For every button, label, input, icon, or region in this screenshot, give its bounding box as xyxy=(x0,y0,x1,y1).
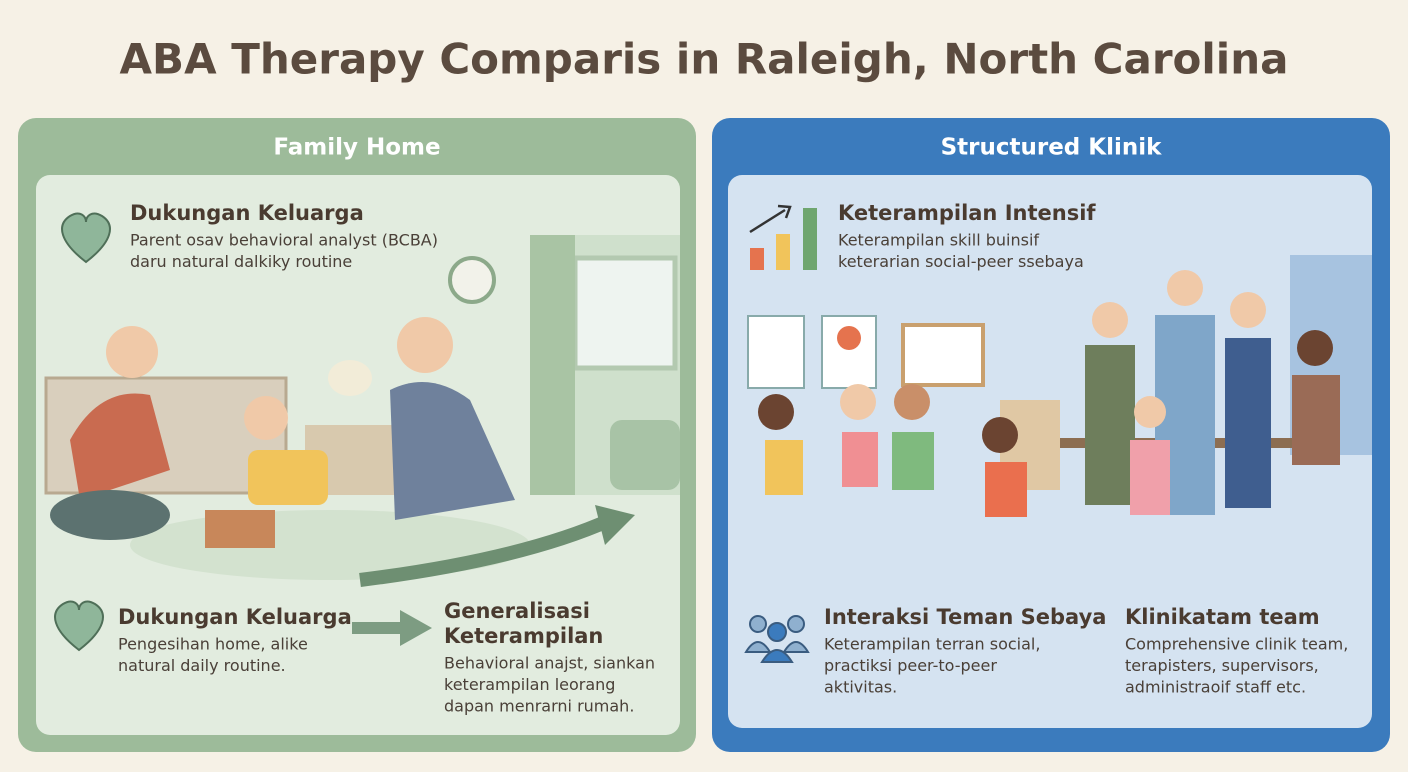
items: Dukungan Keluarga Parent osav behavioral … xyxy=(118,201,1348,716)
item-title: Interaksi Teman Sebaya xyxy=(824,605,1106,629)
item-title: Dukungan Keluarga xyxy=(130,201,364,225)
item-text: Parent osav behavioral analyst (BCBA) xyxy=(130,231,438,250)
item-text: terapisters, supervisors, xyxy=(1125,656,1319,675)
chart-icon xyxy=(749,204,817,270)
item-text: Comprehensive clinik team, xyxy=(1125,635,1348,654)
people-icon xyxy=(744,615,810,663)
item-title: Generalisasi xyxy=(444,599,590,623)
title: ABA Therapy Comparis in Raleigh, North C… xyxy=(120,35,1289,84)
item-text: keterarian social-peer ssebaya xyxy=(838,252,1084,271)
item-text: administraoif staff etc. xyxy=(1125,678,1306,697)
item-text: Pengesihan home, alike xyxy=(118,635,308,654)
arrow xyxy=(352,610,432,646)
item-text: keterampilan leorang xyxy=(444,675,615,694)
item-title: Dukungan Keluarga xyxy=(118,605,352,629)
item-text: daru natural dalkiky routine xyxy=(130,252,352,271)
heart-icon xyxy=(54,600,104,652)
item-text: Keterampilan terran social, xyxy=(824,635,1040,654)
heart-icon xyxy=(61,212,111,264)
item-text: practiksi peer-to-peer xyxy=(824,656,997,675)
panel-title: Family Home xyxy=(273,135,440,161)
item-title: Keterampilan xyxy=(444,624,603,648)
home-illustration xyxy=(44,235,680,587)
item-text: aktivitas. xyxy=(824,678,897,697)
clinic-illustration xyxy=(747,255,1372,517)
item-title: Klinikatam team xyxy=(1125,605,1320,629)
item-title: Keterampilan Intensif xyxy=(838,201,1096,225)
item-text: dapan menrarni rumah. xyxy=(444,697,634,716)
item-text: Keterampilan skill buinsif xyxy=(838,231,1039,250)
item-text: Behavioral anajst, siankan xyxy=(444,654,655,673)
item-text: natural daily routine. xyxy=(118,656,286,675)
panel-title: Structured Klinik xyxy=(941,135,1163,161)
